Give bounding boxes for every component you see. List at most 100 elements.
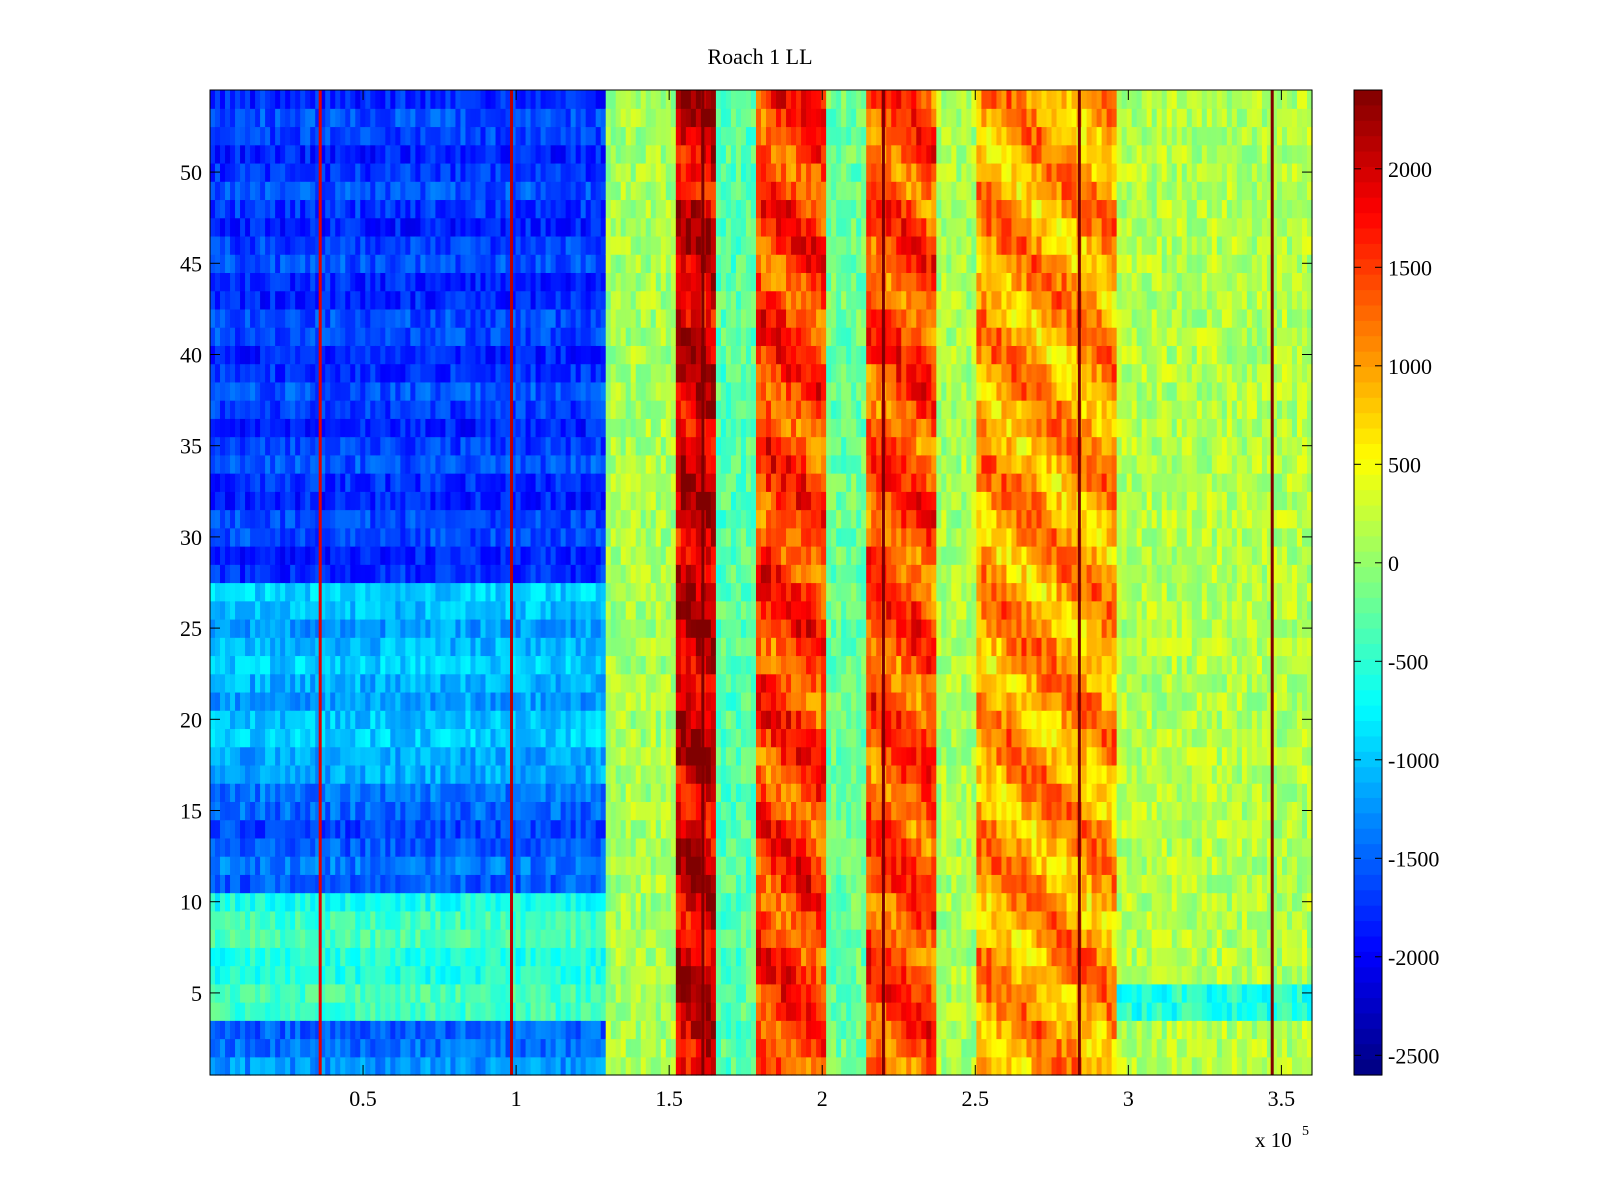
heatmap-cell (290, 1056, 296, 1076)
heatmap-cell (305, 673, 311, 693)
heatmap-cell (270, 199, 276, 219)
heatmap-cell (355, 783, 361, 802)
heatmap-cell (435, 527, 442, 547)
heatmap-cell (570, 783, 577, 802)
heatmap-cell (230, 290, 236, 310)
heatmap-cell (420, 600, 426, 620)
heatmap-cell (615, 983, 622, 1003)
heatmap-cell (335, 600, 341, 620)
heatmap-cell (220, 1002, 226, 1021)
heatmap-cell (335, 254, 341, 274)
heatmap-cell (260, 783, 266, 802)
heatmap-cell (590, 162, 597, 182)
heatmap-cell (270, 363, 276, 383)
heatmap-cell (540, 381, 547, 401)
heatmap-cell (240, 618, 246, 638)
heatmap-cell (480, 637, 487, 657)
heatmap-cell (635, 308, 642, 328)
heatmap-cell (405, 564, 411, 584)
heatmap-cell (355, 345, 361, 365)
heatmap-cell (270, 564, 276, 584)
heatmap-cell (490, 691, 497, 711)
heatmap-cell (505, 400, 512, 419)
heatmap-cell (525, 655, 532, 675)
heatmap-cell (530, 308, 537, 328)
heatmap-cell (630, 509, 637, 529)
heatmap-cell (410, 947, 416, 967)
heatmap-cell (255, 254, 261, 274)
heatmap-cell (435, 473, 442, 492)
heatmap-cell (475, 655, 482, 675)
heatmap-cell (365, 856, 371, 875)
heatmap-cell (355, 673, 361, 693)
heatmap-cell (460, 308, 467, 328)
heatmap-cell (505, 983, 512, 1003)
heatmap-cell (515, 983, 522, 1003)
heatmap-cell (575, 801, 582, 821)
heatmap-cell (435, 509, 442, 529)
heatmap-cell (275, 600, 281, 620)
heatmap-cell (320, 381, 326, 401)
heatmap-cell (615, 418, 622, 438)
heatmap-cell (410, 254, 416, 274)
heatmap-cell (305, 910, 311, 930)
heatmap-cell (550, 126, 557, 146)
heatmap-cell (310, 983, 316, 1003)
heatmap-cell (515, 436, 522, 456)
heatmap-cell (470, 308, 477, 328)
heatmap-cell (235, 126, 241, 146)
heatmap-cell (500, 801, 507, 821)
heatmap-cell (425, 491, 431, 511)
heatmap-cell (610, 947, 617, 967)
heatmap-cell (225, 691, 231, 711)
heatmap-cell (395, 710, 401, 730)
heatmap-cell (505, 564, 512, 584)
heatmap-cell (460, 637, 467, 657)
heatmap-cell (515, 473, 522, 492)
heatmap-cell (450, 783, 457, 802)
heatmap-cell (515, 1020, 522, 1040)
heatmap-cell (225, 400, 231, 419)
heatmap-cell (295, 181, 301, 201)
heatmap-cell (285, 856, 291, 875)
heatmap-cell (370, 509, 376, 529)
heatmap-cell (635, 181, 642, 201)
heatmap-cell (320, 527, 326, 547)
heatmap-cell (260, 564, 266, 584)
heatmap-cell (420, 1056, 426, 1076)
heatmap-cell (560, 673, 567, 693)
heatmap-cell (340, 582, 346, 602)
heatmap-cell (235, 235, 241, 255)
heatmap-cell (550, 764, 557, 784)
heatmap-cell (220, 618, 226, 638)
heatmap-cell (315, 819, 321, 839)
heatmap-cell (490, 1056, 497, 1076)
heatmap-cell (660, 181, 667, 201)
heatmap-cell (550, 144, 557, 164)
heatmap-cell (220, 691, 226, 711)
heatmap-cell (325, 764, 331, 784)
heatmap-cell (295, 546, 301, 565)
heatmap-cell (640, 801, 647, 821)
heatmap-cell (630, 126, 637, 146)
heatmap-cell (505, 235, 512, 255)
heatmap-cell (470, 600, 477, 620)
heatmap-cell (595, 1056, 602, 1076)
heatmap-cell (435, 564, 442, 584)
heatmap-cell (540, 655, 547, 675)
heatmap-cell (640, 965, 647, 985)
heatmap-cell (590, 181, 597, 201)
heatmap-cell (410, 892, 416, 912)
heatmap-cell (345, 381, 351, 401)
heatmap-cell (335, 235, 341, 255)
heatmap-cell (355, 108, 361, 128)
heatmap-cell (475, 1002, 482, 1021)
heatmap-cell (625, 600, 632, 620)
heatmap-cell (640, 582, 647, 602)
heatmap-cell (405, 837, 411, 857)
heatmap-cell (560, 90, 567, 109)
heatmap-cell (650, 436, 657, 456)
heatmap-cell (535, 1038, 542, 1058)
heatmap-cell (415, 144, 421, 164)
heatmap-cell (590, 801, 597, 821)
